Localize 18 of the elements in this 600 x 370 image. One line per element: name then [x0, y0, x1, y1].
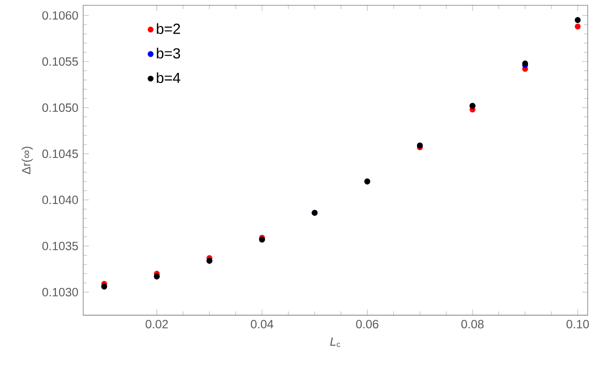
legend-label: b=2	[156, 23, 180, 34]
y-tick-label: 0.1030	[42, 288, 78, 296]
point	[574, 24, 581, 30]
y-tick-label: 0.1035	[42, 242, 78, 250]
y-tick-label: 0.1045	[42, 150, 78, 158]
legend-label: b=4	[156, 72, 180, 84]
x-tick-label: 0.06	[356, 320, 378, 328]
legend-label: b=3	[156, 48, 180, 59]
y-tick-label: 0.1060	[42, 11, 78, 20]
y-tick-label: 0.1040	[42, 196, 78, 204]
x-tick-label: 0.02	[146, 320, 168, 328]
x-tick-label: 0.08	[461, 320, 484, 328]
y-axis-title: Δr(∞)	[22, 146, 33, 174]
x-axis-title: L$_{c}$	[330, 337, 340, 348]
x-tick-label: 0.04	[250, 320, 274, 328]
y-tick-label: 0.1055	[42, 57, 78, 66]
x-tick-label: 0.10	[566, 320, 589, 328]
y-tick-label: 0.1050	[42, 103, 78, 112]
